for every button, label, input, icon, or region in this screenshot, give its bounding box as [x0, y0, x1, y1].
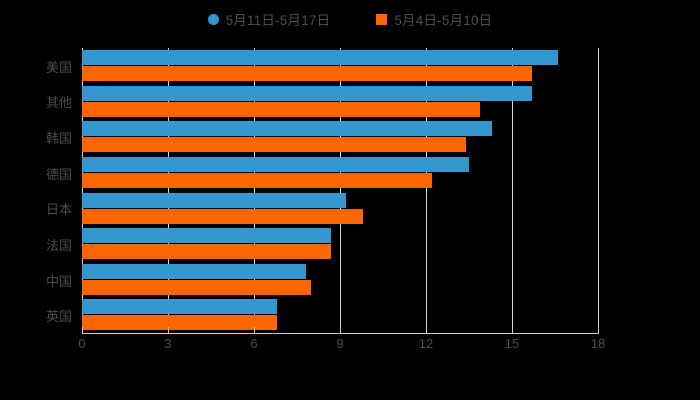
bar-其他-series-0[interactable]: [82, 85, 533, 101]
bar-法国-series-0[interactable]: [82, 228, 332, 244]
bar-group: [82, 155, 598, 191]
x-tick-mark: [598, 327, 599, 333]
legend-item-series-1[interactable]: 5月4日-5月10日: [376, 9, 492, 29]
bar-法国-series-1[interactable]: [82, 244, 332, 260]
bar-德国-series-1[interactable]: [82, 172, 432, 188]
bar-韩国-series-0[interactable]: [82, 121, 492, 137]
category-label-法国: 法国: [45, 237, 72, 253]
legend-label-series-1: 5月4日-5月10日: [394, 13, 493, 28]
bar-韩国-series-1[interactable]: [82, 137, 467, 153]
bar-group: [82, 84, 598, 120]
bar-group: [82, 48, 598, 84]
bar-德国-series-0[interactable]: [82, 156, 469, 172]
category-label-中国: 中国: [45, 273, 72, 289]
bar-其他-series-1[interactable]: [82, 101, 481, 117]
x-tick-mark: [168, 327, 169, 333]
category-label-英国: 英国: [45, 309, 72, 325]
x-tick-label: 12: [418, 336, 434, 351]
chart-legend: 5月11日-5月17日 5月4日-5月10日: [0, 6, 700, 32]
x-axis-line: [82, 333, 599, 334]
bar-中国-series-1[interactable]: [82, 279, 312, 295]
bar-group: [82, 226, 598, 262]
legend-marker-square-icon: [376, 13, 388, 25]
x-tick-mark: [254, 327, 255, 333]
x-tick-mark: [340, 327, 341, 333]
bar-group: [82, 119, 598, 155]
bar-英国-series-1[interactable]: [82, 315, 277, 331]
x-tick-label: 15: [504, 336, 520, 351]
x-tick-label: 9: [336, 336, 344, 351]
gridline: [598, 48, 599, 333]
x-tick-mark: [512, 327, 513, 333]
category-label-美国: 美国: [45, 59, 72, 75]
x-tick-label: 18: [590, 336, 606, 351]
x-tick-label: 6: [250, 336, 258, 351]
gridline: [426, 48, 427, 333]
bar-日本-series-0[interactable]: [82, 192, 346, 208]
legend-label-series-0: 5月11日-5月17日: [225, 13, 331, 28]
bar-group: [82, 191, 598, 227]
gridline: [168, 48, 169, 333]
legend-marker-circle-icon: [207, 13, 219, 25]
bar-美国-series-1[interactable]: [82, 66, 533, 81]
category-label-德国: 德国: [45, 166, 72, 182]
bar-英国-series-0[interactable]: [82, 299, 277, 315]
x-tick-mark: [426, 327, 427, 333]
bar-中国-series-0[interactable]: [82, 263, 306, 279]
bar-group: [82, 262, 598, 298]
category-label-日本: 日本: [45, 202, 72, 218]
bar-美国-series-0[interactable]: [82, 50, 558, 65]
gridline: [82, 48, 83, 333]
plot-area: [82, 48, 599, 333]
x-tick-mark: [82, 327, 83, 333]
x-tick-label: 0: [78, 336, 86, 351]
legend-item-series-0[interactable]: 5月11日-5月17日: [207, 9, 331, 29]
bar-group: [82, 297, 598, 333]
gridline: [254, 48, 255, 333]
category-label-其他: 其他: [45, 95, 72, 111]
gridline: [340, 48, 341, 333]
x-tick-label: 3: [164, 336, 172, 351]
category-label-韩国: 韩国: [45, 131, 72, 147]
bar-日本-series-1[interactable]: [82, 208, 363, 224]
gridline: [512, 48, 513, 333]
